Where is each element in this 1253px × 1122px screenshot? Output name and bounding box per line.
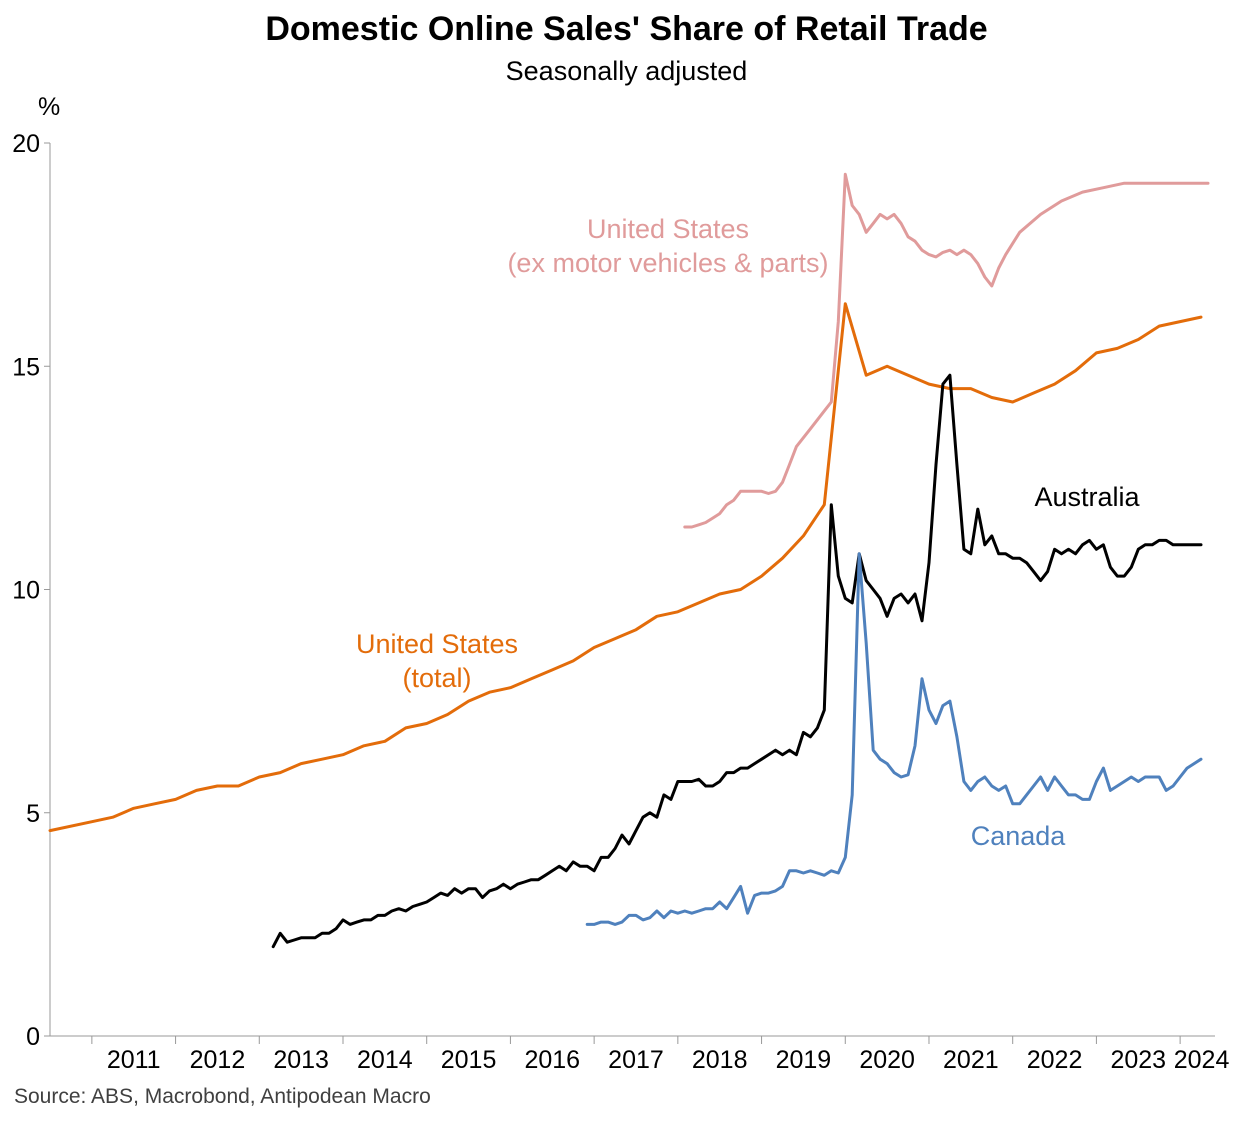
australia-label: Australia xyxy=(1034,482,1140,512)
x-tick-label: 2019 xyxy=(776,1046,832,1074)
series-labels: United States (ex motor vehicles & parts)… xyxy=(356,214,1141,851)
x-tick-label: 2021 xyxy=(943,1046,999,1074)
x-tick-label: 2022 xyxy=(1027,1046,1083,1074)
x-tick-label: 2023 xyxy=(1110,1046,1166,1074)
australia-line xyxy=(271,373,1203,949)
chart-subtitle: Seasonally adjusted xyxy=(505,56,748,86)
chart-title: Domestic Online Sales' Share of Retail T… xyxy=(265,10,988,48)
x-tick-label: 2014 xyxy=(357,1046,413,1074)
y-tick-label: 15 xyxy=(12,353,40,381)
y-axis-label: % xyxy=(38,93,60,121)
y-tick-label: 0 xyxy=(26,1023,40,1051)
x-tick-label: 2020 xyxy=(859,1046,915,1074)
x-tick-label: 2015 xyxy=(441,1046,497,1074)
x-tick-label: 2017 xyxy=(608,1046,664,1074)
x-tick-label: 2018 xyxy=(692,1046,748,1074)
x-tick-label: 2012 xyxy=(190,1046,246,1074)
us-ex-motor-line xyxy=(683,172,1210,529)
canada-label: Canada xyxy=(971,821,1067,851)
y-tick-label: 10 xyxy=(12,577,40,605)
source-note: Source: ABS, Macrobond, Antipodean Macro xyxy=(14,1085,431,1108)
y-tick-label: 20 xyxy=(12,130,40,158)
series-layer xyxy=(48,172,1210,949)
x-tick-label: 2013 xyxy=(273,1046,329,1074)
x-tick-label: 2011 xyxy=(107,1046,161,1074)
canada-line xyxy=(585,552,1203,926)
axes: 0 5 10 15 20% 2011 2012 2013 2014 2015 2016 2017 201… xyxy=(12,93,1229,1074)
x-tick-label: 2016 xyxy=(524,1046,580,1074)
x-tick-label: 2024 xyxy=(1174,1046,1230,1074)
us-total-line xyxy=(48,302,1203,833)
us-ex-motor-label: United States (ex motor vehicles & parts) xyxy=(507,214,828,278)
us-total-label: United States (total) xyxy=(356,629,518,693)
y-tick-label: 5 xyxy=(26,800,40,828)
